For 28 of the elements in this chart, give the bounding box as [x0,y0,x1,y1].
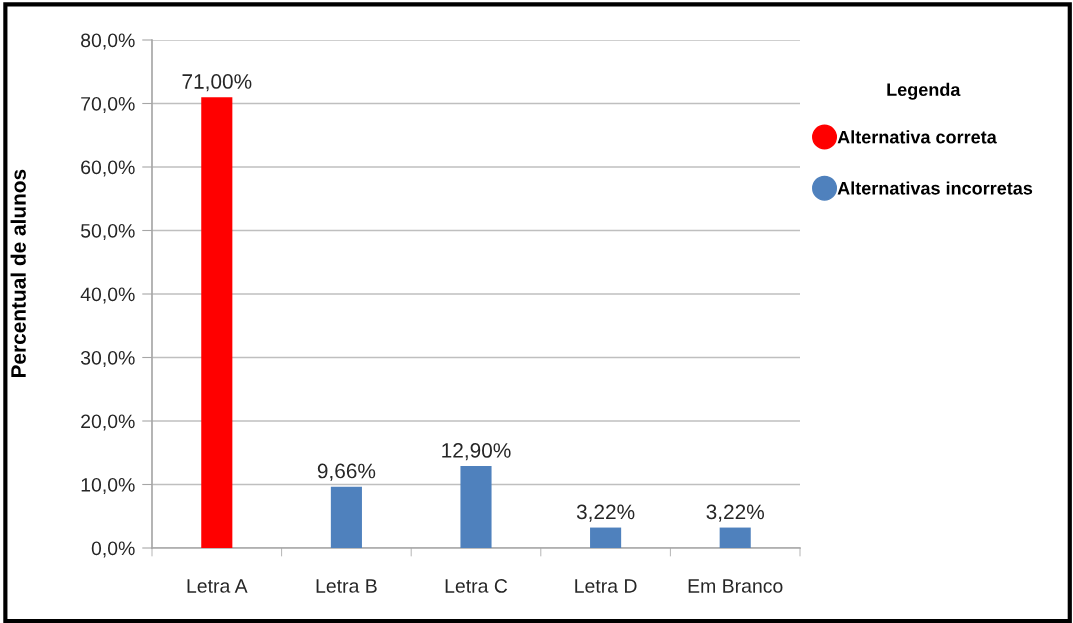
data-label: 9,66% [317,463,376,481]
y-axis-title: Percentual de alunos [10,169,26,378]
bar [719,527,751,548]
legend-title: Legenda [887,82,961,100]
legend-label: Alternativas incorretas [837,181,1033,195]
legend-label: Alternativa correta [837,130,997,144]
y-tick-label: 80,0% [81,33,135,50]
y-tick-label: 60,0% [81,160,135,177]
bar [201,97,233,548]
data-label: 3,22% [706,504,764,522]
y-tick-label: 0,0% [91,541,135,558]
x-tick-label: Em Branco [688,579,783,593]
y-tick-label: 10,0% [81,477,135,495]
y-tick-label: 50,0% [80,223,135,241]
x-tick-label: Letra C [445,579,508,593]
y-tick-label: 40,0% [80,287,135,304]
data-label: 3,22% [576,504,635,522]
x-tick-label: Letra A [187,579,248,593]
x-tick-label: Letra D [575,579,637,593]
bar [460,466,492,548]
bar [330,486,362,548]
data-label: 71,00% [182,74,252,92]
x-tick-label: Letra B [316,579,377,593]
y-tick-label: 30,0% [80,350,135,368]
bar [590,527,622,548]
y-tick-label: 20,0% [81,414,135,431]
data-label: 12,90% [442,443,511,461]
y-tick-label: 70,0% [81,96,135,114]
